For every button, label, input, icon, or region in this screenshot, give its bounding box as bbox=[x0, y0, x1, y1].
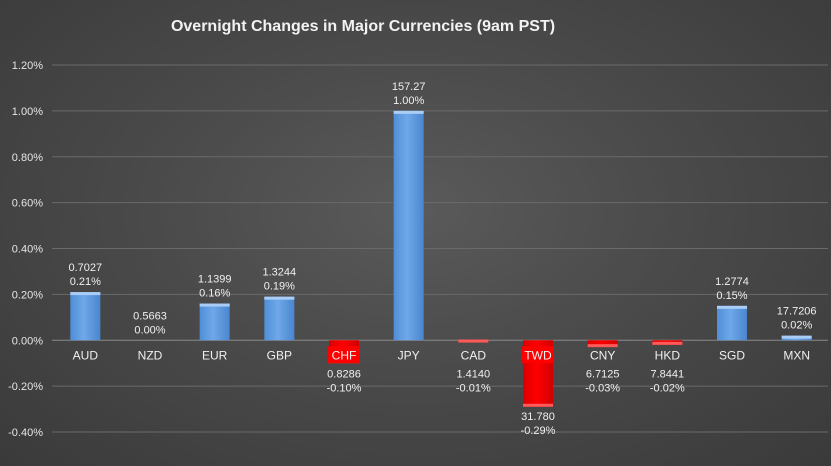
category-label: NZD bbox=[138, 348, 163, 362]
percent-label: -0.03% bbox=[585, 382, 620, 394]
category-label: CHF bbox=[332, 348, 357, 362]
category-label: CAD bbox=[461, 348, 487, 362]
category-label: HKD bbox=[655, 348, 681, 362]
category-highlight bbox=[522, 346, 554, 364]
bar-bevel bbox=[781, 335, 812, 339]
y-tick-label: -0.20% bbox=[8, 381, 43, 393]
rate-label: 17.7206 bbox=[777, 306, 817, 318]
gridlines bbox=[52, 64, 828, 433]
y-tick-label: 1.00% bbox=[12, 106, 43, 118]
rate-label: 1.4140 bbox=[457, 368, 491, 380]
percent-label: 0.16% bbox=[199, 288, 230, 300]
rate-label: 0.8286 bbox=[327, 368, 361, 380]
y-tick-label: 1.20% bbox=[12, 60, 43, 72]
category-label: TWD bbox=[524, 348, 552, 362]
rate-label: 0.7027 bbox=[69, 262, 103, 274]
y-tick-label: 0.40% bbox=[12, 244, 43, 256]
percent-label: 0.00% bbox=[134, 324, 165, 336]
bar-bevel bbox=[458, 339, 489, 343]
y-axis-ticks: -0.40% -0.20% 0.00% 0.20% 0.40% 0.60% 0.80% 1.0… bbox=[8, 60, 43, 439]
rate-label: 1.2774 bbox=[715, 276, 749, 288]
y-tick-label: 0.60% bbox=[12, 198, 43, 210]
y-tick-label: -0.40% bbox=[8, 427, 43, 439]
percent-label: -0.10% bbox=[327, 382, 362, 394]
percent-label: 0.21% bbox=[70, 276, 101, 288]
rate-label: 1.1399 bbox=[198, 274, 232, 286]
bar-bevel bbox=[652, 341, 683, 345]
data-labels: 0.7027 0.21% 0.5663 0.00% 1.1399 0.16% 1.3244 0… bbox=[69, 81, 817, 437]
y-tick-label: 0.20% bbox=[12, 289, 43, 301]
category-labels: AUD NZD EUR GBP CHF JPY CAD TWD CNY HKD SGD MXN bbox=[73, 346, 810, 364]
bars bbox=[70, 110, 812, 407]
percent-label: -0.01% bbox=[456, 382, 491, 394]
category-label: GBP bbox=[267, 348, 292, 362]
bar-sgd bbox=[717, 305, 747, 341]
percent-label: 0.02% bbox=[781, 320, 812, 332]
bar-eur bbox=[199, 303, 230, 341]
chart-title: Overnight Changes in Major Currencies (9… bbox=[171, 18, 555, 35]
rate-label: 7.8441 bbox=[651, 368, 685, 380]
percent-label: -0.29% bbox=[521, 425, 556, 437]
category-label: JPY bbox=[398, 348, 420, 362]
bar-bevel bbox=[523, 403, 553, 407]
category-highlight bbox=[328, 346, 360, 364]
bar-jpy bbox=[393, 110, 424, 341]
bar-gbp bbox=[264, 296, 295, 341]
bar-bevel bbox=[199, 303, 230, 307]
percent-label: 0.19% bbox=[264, 281, 295, 293]
y-tick-label: 0.80% bbox=[12, 152, 43, 164]
bar-cny bbox=[587, 340, 618, 348]
rate-label: 6.7125 bbox=[586, 368, 620, 380]
rate-label: 0.5663 bbox=[133, 310, 167, 322]
percent-label: -0.02% bbox=[650, 382, 685, 394]
bar-bevel bbox=[70, 292, 101, 296]
category-label: AUD bbox=[73, 348, 99, 362]
category-label: SGD bbox=[719, 348, 745, 362]
bar-bevel bbox=[393, 110, 424, 114]
rate-label: 1.3244 bbox=[263, 267, 297, 279]
rate-label: 157.27 bbox=[392, 81, 426, 93]
percent-label: 1.00% bbox=[393, 95, 424, 107]
bar-bevel bbox=[717, 305, 747, 309]
category-label: EUR bbox=[202, 348, 228, 362]
rate-label: 31.780 bbox=[521, 411, 555, 423]
percent-label: 0.15% bbox=[716, 290, 747, 302]
category-label: MXN bbox=[783, 348, 810, 362]
category-label: CNY bbox=[590, 348, 615, 362]
bar-bevel bbox=[264, 296, 295, 300]
bar-aud bbox=[70, 292, 101, 341]
bar-bevel bbox=[587, 344, 618, 348]
y-tick-label: 0.00% bbox=[12, 335, 43, 347]
